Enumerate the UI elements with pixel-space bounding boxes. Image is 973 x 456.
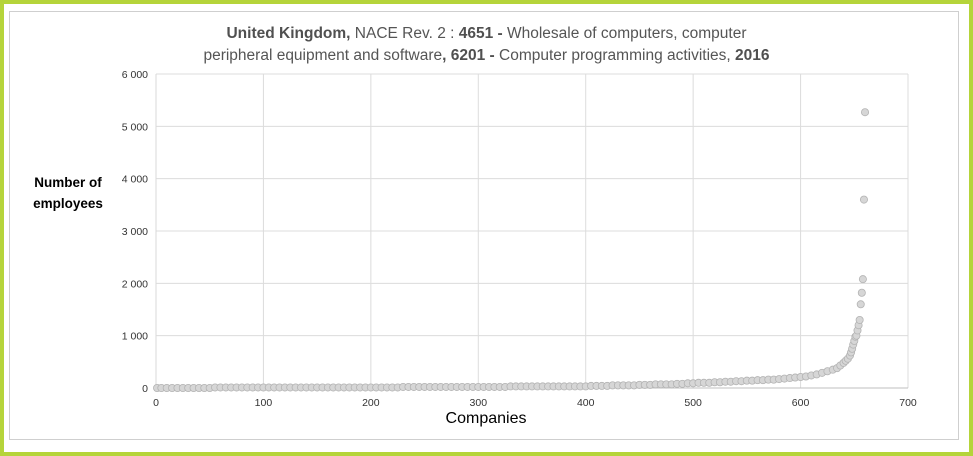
y-axis-label-line-2: employees [33, 196, 103, 211]
y-tick-label: 6 000 [122, 69, 148, 81]
title-activity-4651-cont: peripheral equipment and software [203, 47, 443, 64]
title-year: 2016 [735, 47, 770, 64]
x-tick-label: 100 [255, 397, 273, 409]
data-point [857, 288, 866, 297]
data-point [855, 315, 864, 324]
title-code-6201: , 6201 - [442, 47, 495, 64]
data-point [861, 108, 870, 117]
data-point [858, 275, 867, 284]
y-tick-label: 2 000 [122, 278, 148, 290]
title-activity-6201: Computer programming activities, [494, 47, 736, 64]
x-tick-label: 400 [577, 397, 595, 409]
chart-title-line-1: United Kingdom, NACE Rev. 2 : 4651 - Who… [0, 23, 973, 45]
y-tick-label: 1 000 [122, 331, 148, 343]
y-tick-label: 5 000 [122, 121, 148, 133]
y-tick-label: 3 000 [122, 226, 148, 238]
y-tick-label: 0 [142, 383, 148, 395]
data-point [859, 195, 868, 204]
x-tick-label: 200 [362, 397, 380, 409]
title-code-4651: 4651 - [458, 25, 503, 42]
chart-title-line-2: peripheral equipment and software, 6201 … [0, 45, 973, 67]
x-tick-label: 600 [792, 397, 810, 409]
tick-labels: 0 1 000 2 000 3 000 4 000 5 000 6 000 0 100 200 30… [122, 69, 917, 409]
title-activity-4651: Wholesale of computers, computer [502, 25, 747, 42]
x-tick-label: 0 [153, 397, 159, 409]
x-tick-label: 300 [470, 397, 488, 409]
title-country: United Kingdom, [226, 25, 351, 42]
y-axis-label-line-1: Number of [34, 175, 102, 190]
y-axis-label: Number of employees [30, 172, 106, 214]
data-point [856, 300, 865, 309]
title-classification: NACE Rev. 2 : [350, 25, 459, 42]
x-tick-label: 700 [899, 397, 917, 409]
y-tick-label: 4 000 [122, 174, 148, 186]
x-axis-label: Companies [446, 410, 527, 427]
data-points [153, 108, 870, 392]
grid-lines [156, 73, 909, 388]
x-tick-label: 500 [684, 397, 702, 409]
